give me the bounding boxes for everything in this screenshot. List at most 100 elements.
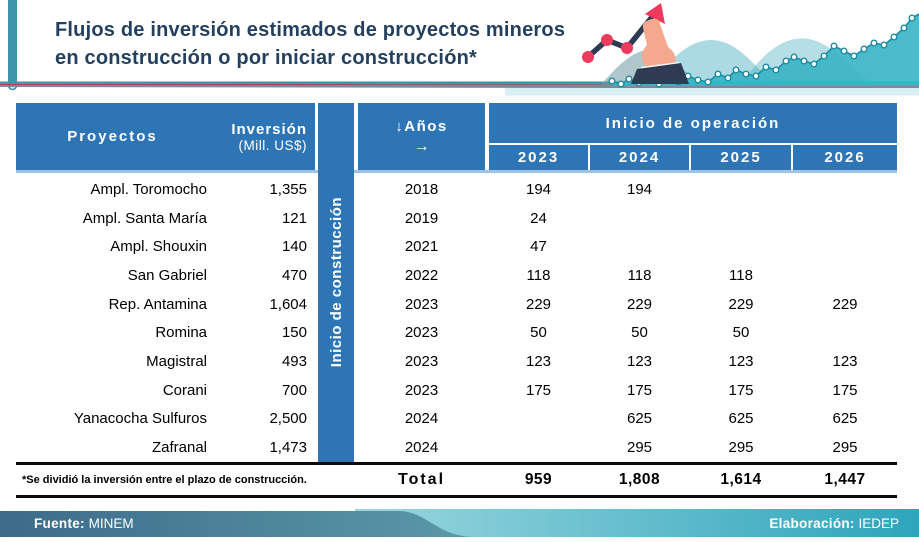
- operation-2023-value: 123: [525, 352, 552, 370]
- trend-line-icon: [585, 14, 655, 60]
- operation-2024-value: 194: [626, 180, 653, 198]
- operation-2023-value: 229: [525, 295, 552, 313]
- operation-2026-value: 229: [832, 295, 858, 313]
- col-header-2025: 2025: [691, 145, 791, 170]
- operation-2024-value: 625: [626, 410, 653, 428]
- footer-dark-swoosh: [0, 511, 476, 537]
- table-row: Rep. Antamina 1,604 2023 229 229 229 229: [16, 290, 897, 319]
- total-2025: 1,614: [720, 470, 762, 488]
- title-line-2: en construcción o por iniciar construcci…: [55, 47, 478, 69]
- total-2024: 1,808: [618, 470, 661, 488]
- investment-value: 700: [281, 381, 307, 399]
- operation-2026-value: 295: [832, 439, 858, 457]
- operation-2026-value: 175: [832, 381, 858, 399]
- investment-value: 493: [281, 352, 307, 370]
- operation-2024-value: 123: [626, 352, 653, 370]
- investment-value: 1,355: [269, 180, 307, 198]
- project-name: Zafranal: [151, 439, 207, 457]
- construction-start-year: 2023: [404, 352, 439, 370]
- operation-2024-value: 50: [631, 324, 648, 342]
- table-body: Ampl. Toromocho 1,355 2018 194 194 Ampl.…: [16, 175, 897, 462]
- source-label: Fuente: MINEM: [34, 516, 134, 531]
- table-row: Magistral 493 2023 123 123 123 123: [16, 347, 897, 376]
- col-header-2024: 2024: [590, 145, 689, 170]
- investment-value: 121: [281, 209, 307, 227]
- project-name: Rep. Antamina: [108, 295, 207, 313]
- construction-start-year: 2019: [404, 209, 439, 227]
- header-underline: [16, 170, 897, 173]
- table-row: Yanacocha Sulfuros 2,500 2024 625 625 62…: [16, 405, 897, 434]
- table-row: Ampl. Toromocho 1,355 2018 194 194: [16, 175, 897, 204]
- col-header-inicio-operacion: Inicio de operación: [489, 103, 897, 143]
- project-name: Ampl. Shouxin: [110, 238, 207, 256]
- footer-light-swoosh: [355, 509, 919, 537]
- construction-start-band: Inicio de construcción: [318, 103, 354, 462]
- operation-2024-value: 118: [627, 266, 652, 284]
- projects-table: Inicio de construcción Proyectos Inversi…: [16, 103, 897, 498]
- operation-2024-value: 175: [626, 381, 653, 399]
- source-value: MINEM: [88, 516, 134, 531]
- construction-start-year: 2022: [404, 266, 439, 284]
- hand-trend-icon: [582, 3, 689, 84]
- operation-2023-value: 24: [530, 209, 547, 227]
- construction-start-year: 2023: [404, 381, 439, 399]
- operation-2025-value: 123: [728, 352, 754, 370]
- project-name: Magistral: [146, 352, 207, 370]
- operation-2023-value: 194: [525, 180, 552, 198]
- header-proyectos-inversion: Proyectos Inversión (Mill. US$): [16, 103, 315, 170]
- construction-start-year: 2021: [404, 238, 439, 256]
- project-name: Ampl. Toromocho: [90, 180, 207, 198]
- hand-pointer-icon: [641, 18, 676, 72]
- construction-start-year: 2024: [404, 410, 439, 428]
- operation-2023-value: 118: [526, 266, 551, 284]
- accent-bar: [8, 0, 17, 83]
- project-name: Ampl. Santa María: [82, 209, 207, 227]
- col-header-2023: 2023: [489, 145, 588, 170]
- operation-2025-value: 625: [728, 410, 754, 428]
- table-row: Corani 700 2023 175 175 175 175: [16, 376, 897, 405]
- operation-2023-value: 175: [525, 381, 552, 399]
- operation-2025-value: 295: [728, 439, 754, 457]
- table-row: Ampl. Santa María 121 2019 24: [16, 204, 897, 233]
- construction-start-year: 2023: [404, 295, 439, 313]
- title-line-1: Flujos de inversión estimados de proyect…: [55, 19, 566, 41]
- operation-2025-value: 229: [728, 295, 754, 313]
- operation-2025-value: 50: [732, 324, 750, 342]
- table-row: Zafranal 1,473 2024 295 295 295: [16, 433, 897, 462]
- investment-value: 1,604: [269, 295, 307, 313]
- col-header-inversion: Inversión (Mill. US$): [231, 120, 307, 153]
- table-header: Proyectos Inversión (Mill. US$) ↓Años → …: [16, 103, 897, 170]
- operation-2023-value: 50: [530, 324, 547, 342]
- operation-2025-value: 118: [729, 266, 753, 284]
- sleeve-icon: [631, 63, 689, 84]
- table-row: Ampl. Shouxin 140 2021 47: [16, 232, 897, 261]
- operation-2026-value: 123: [832, 352, 858, 370]
- col-header-proyectos: Proyectos: [67, 128, 158, 145]
- total-row: *Se dividió la inversión entre el plazo …: [16, 465, 897, 495]
- investment-value: 140: [281, 238, 307, 256]
- investment-value: 1,473: [269, 439, 307, 457]
- operation-2024-value: 295: [626, 439, 653, 457]
- footer-text: Fuente: MINEM Elaboración: IEDEP: [0, 510, 919, 537]
- total-2023: 959: [524, 470, 553, 488]
- investment-value: 470: [281, 266, 307, 284]
- investment-value: 2,500: [269, 410, 307, 428]
- project-name: San Gabriel: [127, 266, 207, 284]
- col-header-anios: ↓Años →: [358, 103, 485, 170]
- construction-start-year: 2018: [404, 180, 439, 198]
- total-label: Total: [397, 470, 446, 488]
- table-row: San Gabriel 470 2022 118 118 118: [16, 261, 897, 290]
- construction-start-year: 2023: [404, 324, 439, 342]
- trend-arrow-icon: [645, 3, 665, 24]
- investment-value: 150: [281, 324, 307, 342]
- col-header-2026: 2026: [793, 145, 897, 170]
- project-name: Yanacocha Sulfuros: [73, 410, 207, 428]
- construction-start-year: 2024: [404, 439, 439, 457]
- project-name: Romina: [155, 324, 207, 342]
- elaboration-label: Elaboración: IEDEP: [769, 516, 899, 531]
- total-2026: 1,447: [824, 470, 866, 488]
- operation-2026-value: 625: [832, 410, 858, 428]
- operation-2023-value: 47: [530, 238, 547, 256]
- total-separator-bottom: [16, 494, 897, 498]
